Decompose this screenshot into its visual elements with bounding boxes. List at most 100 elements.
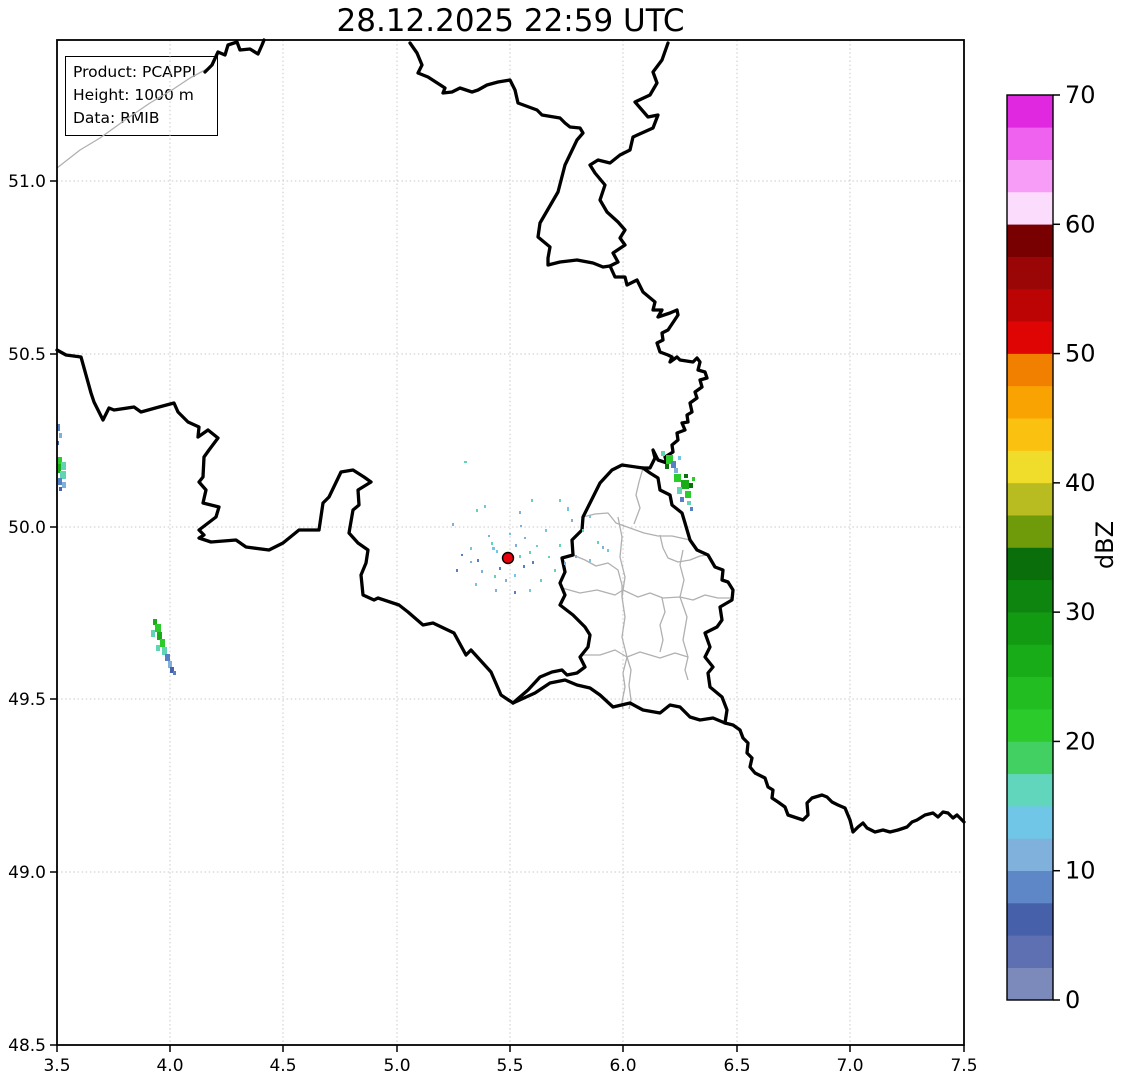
- radar-echo-cell: [692, 477, 695, 481]
- region-border: [633, 467, 644, 525]
- radar-echo-cell: [153, 619, 157, 625]
- country-border: [511, 678, 727, 725]
- radar-echo-cell: [58, 478, 62, 485]
- radar-echo-cell: [59, 487, 62, 491]
- radar-echo-cell: [151, 630, 155, 637]
- colorbar-band: [1007, 676, 1053, 710]
- radar-echo-cell: [671, 461, 676, 468]
- radar-echo-cell: [514, 591, 516, 594]
- x-tick-label: 6.0: [609, 1056, 636, 1076]
- y-tick-label: 50.0: [8, 518, 46, 538]
- colorbar-band: [1007, 288, 1053, 322]
- colorbar-tick-label: 0: [1065, 986, 1080, 1014]
- radar-echo-cell: [481, 570, 483, 573]
- colorbar-tick-label: 60: [1065, 210, 1096, 238]
- radar-echo-cell: [157, 632, 162, 640]
- radar-echo-cell: [484, 505, 486, 508]
- colorbar-tick-label: 10: [1065, 857, 1096, 885]
- product-line: Product: PCAPPI: [73, 63, 197, 81]
- radar-echo-cell: [540, 579, 542, 582]
- colorbar-band: [1007, 482, 1053, 516]
- colorbar-frame: [1006, 94, 1054, 1001]
- colorbar-band: [1007, 611, 1053, 645]
- colorbar-band: [1007, 644, 1053, 678]
- region-border: [659, 597, 666, 653]
- radar-echo-cell: [173, 671, 176, 675]
- radar-echo-cell: [559, 499, 561, 502]
- colorbar-band: [1007, 838, 1053, 872]
- colorbar-band: [1007, 127, 1053, 160]
- radar-echo-cell: [491, 542, 493, 545]
- radar-site-dot: [501, 551, 515, 565]
- figure-title: 28.12.2025 22:59 UTC: [336, 3, 685, 39]
- radar-echo-cell: [495, 589, 497, 592]
- x-tick-label: 4.0: [156, 1056, 183, 1076]
- radar-echo-cell: [681, 480, 689, 489]
- colorbar-band: [1007, 417, 1053, 451]
- y-tick-label: 48.5: [8, 1036, 46, 1056]
- radar-echo-cell: [475, 583, 477, 586]
- radar-echo-cell: [548, 556, 550, 558]
- radar-echo-cell: [514, 574, 516, 577]
- x-tick-label: 7.5: [950, 1056, 977, 1076]
- radar-echo-cell: [687, 501, 691, 505]
- radar-echo-cell: [519, 555, 521, 558]
- radar-echo-cell: [62, 482, 66, 488]
- y-tick-label: 49.0: [8, 863, 46, 883]
- colorbar-tick-label: 70: [1065, 81, 1096, 109]
- colorbar-band: [1007, 579, 1053, 613]
- radar-echo-cell: [554, 569, 556, 572]
- colorbar-band: [1007, 159, 1053, 193]
- region-border: [679, 549, 689, 681]
- country-border: [723, 721, 966, 834]
- radar-echo-cell: [155, 624, 161, 632]
- radar-echo-cell: [59, 433, 62, 438]
- height-line: Height: 1000 m: [73, 86, 194, 104]
- country-border: [641, 466, 735, 725]
- x-tick-label: 5.0: [383, 1056, 410, 1076]
- radar-echo-cell: [470, 561, 472, 563]
- colorbar-band: [1007, 94, 1053, 128]
- y-tick-label: 49.5: [8, 690, 46, 710]
- radar-echo-cell: [61, 462, 66, 470]
- colorbar-band: [1007, 514, 1053, 548]
- radar-echo-cell: [519, 511, 521, 514]
- radar-echo-cell: [168, 661, 172, 668]
- colorbar-band: [1007, 902, 1053, 936]
- radar-echo-cell: [597, 541, 599, 544]
- colorbar-band: [1007, 773, 1053, 807]
- radar-echo-cell: [162, 647, 167, 655]
- region-border: [617, 516, 628, 710]
- region-border: [572, 554, 623, 597]
- radar-echo-cell: [661, 451, 665, 456]
- region-border: [659, 534, 709, 563]
- radar-echo-cell: [529, 589, 531, 592]
- radar-echo-cell: [589, 559, 591, 562]
- x-tick-label: 4.5: [269, 1056, 296, 1076]
- y-tick-label: 51.0: [8, 172, 46, 192]
- colorbar-band: [1007, 935, 1053, 968]
- radar-echo-cell: [492, 547, 495, 550]
- x-tick-label: 7.0: [836, 1056, 863, 1076]
- radar-echo-cell: [674, 468, 678, 473]
- radar-echo-cell: [452, 523, 454, 526]
- radar-echo-cell: [464, 461, 467, 463]
- radar-echo-cell: [564, 562, 566, 565]
- colorbar-band: [1007, 385, 1053, 419]
- radar-echo-cell: [165, 654, 170, 661]
- radar-echo-cell: [607, 549, 609, 552]
- radar-echo-cell: [532, 561, 534, 564]
- region-border: [582, 512, 691, 541]
- colorbar-band: [1007, 741, 1053, 775]
- country-border: [511, 463, 645, 705]
- radar-echo-cell: [499, 567, 501, 570]
- radar-echo-cell: [170, 667, 174, 673]
- colorbar-band: [1007, 708, 1053, 742]
- country-border: [408, 41, 612, 269]
- radar-echo-cell: [690, 507, 693, 511]
- radar-echo-cell: [677, 487, 682, 494]
- radar-echo-cell: [524, 537, 526, 539]
- radar-echo-cell: [602, 546, 604, 549]
